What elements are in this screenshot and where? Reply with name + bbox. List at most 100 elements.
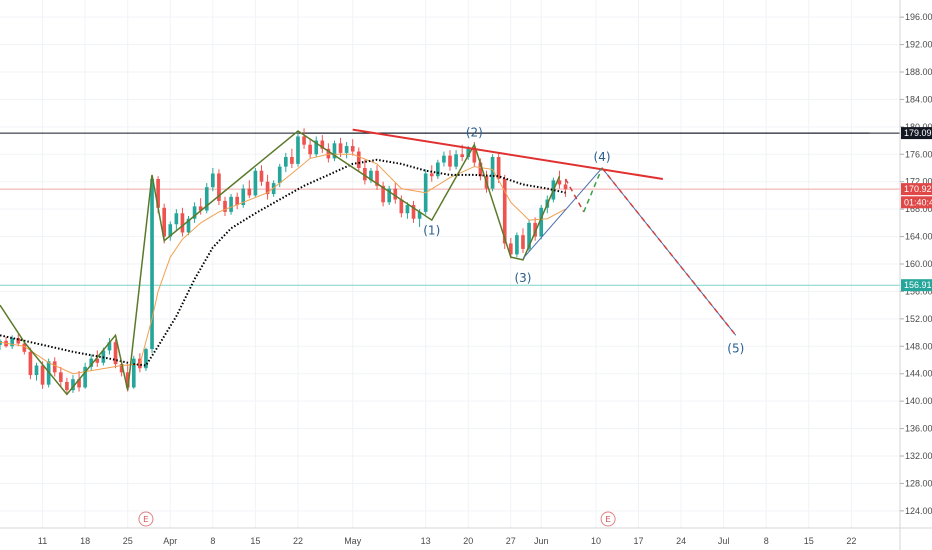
x-tick-label: Jul bbox=[718, 536, 730, 546]
y-tick-label: 188.00 bbox=[905, 67, 932, 77]
candle-body bbox=[71, 379, 75, 391]
x-tick-label: 15 bbox=[804, 536, 814, 546]
y-tick-label: 144.00 bbox=[905, 369, 932, 379]
candle-body bbox=[52, 361, 57, 373]
candle-body bbox=[290, 157, 294, 164]
candle-body bbox=[308, 144, 312, 155]
candle-body bbox=[563, 184, 568, 190]
candle-body bbox=[168, 224, 173, 237]
y-tick-label: 132.00 bbox=[905, 451, 932, 461]
wave-label: (3) bbox=[514, 271, 531, 285]
projection-dashed-segment bbox=[583, 167, 603, 213]
x-tick-label: May bbox=[344, 536, 362, 546]
candle-body bbox=[302, 136, 306, 145]
candle-body bbox=[350, 146, 355, 152]
candle-body bbox=[58, 372, 63, 382]
y-axis[interactable]: 124.00 128.00 132.00 136.00 140.00 144.00 148.… bbox=[900, 12, 932, 516]
candle-body bbox=[478, 162, 483, 177]
candle-body bbox=[381, 185, 385, 203]
candle-body bbox=[283, 157, 288, 167]
y-tick-label: 148.00 bbox=[905, 341, 932, 351]
candle-body bbox=[89, 358, 94, 367]
candle-body bbox=[34, 365, 39, 376]
candle-body bbox=[211, 173, 215, 188]
candle-body bbox=[186, 218, 191, 233]
candle-body bbox=[229, 196, 233, 212]
x-tick-label: 10 bbox=[591, 536, 601, 546]
candle-body bbox=[326, 148, 331, 159]
y-tick-label: 156.00 bbox=[905, 286, 932, 296]
candle-body bbox=[95, 358, 100, 363]
candle-body bbox=[277, 166, 282, 184]
candle-body bbox=[125, 372, 130, 388]
y-tick-label: 140.00 bbox=[905, 396, 932, 406]
y-tick-label: 128.00 bbox=[905, 478, 932, 488]
x-tick-label: 22 bbox=[293, 536, 303, 546]
candle-body bbox=[259, 170, 264, 182]
candle-body bbox=[454, 154, 458, 167]
x-axis[interactable]: 11 18 25 Apr 8 15 22 May 13 20 27 Jun 10 17 24 Jul 8 15 22 bbox=[38, 536, 856, 546]
candle-body bbox=[40, 365, 45, 385]
candle-body bbox=[204, 187, 209, 211]
x-tick-label: 27 bbox=[506, 536, 516, 546]
candle-body bbox=[527, 222, 531, 249]
candle-body bbox=[442, 155, 446, 163]
candle-body bbox=[83, 366, 87, 388]
earnings-marker-label: E bbox=[143, 515, 148, 524]
y-tick-label: 172.00 bbox=[905, 177, 932, 187]
x-tick-label: 13 bbox=[421, 536, 431, 546]
x-tick-label: 8 bbox=[210, 536, 215, 546]
candle-body bbox=[271, 183, 276, 195]
wave-label: (1) bbox=[423, 224, 440, 238]
earnings-marker bbox=[138, 511, 154, 527]
candle-body bbox=[217, 173, 221, 201]
price-badge-text: 156.91 bbox=[904, 280, 932, 290]
y-tick-label: 124.00 bbox=[905, 506, 932, 516]
moving-averages bbox=[0, 153, 566, 375]
y-tick-label: 192.00 bbox=[905, 40, 932, 50]
candle-body bbox=[265, 181, 270, 195]
candle-body bbox=[338, 143, 343, 153]
candle-body bbox=[180, 213, 185, 233]
price-badge-text: 179.09 bbox=[904, 128, 932, 138]
candle-body bbox=[150, 178, 154, 350]
candle-body bbox=[22, 343, 27, 352]
wave-label: (5) bbox=[727, 341, 744, 355]
candle-body bbox=[332, 143, 337, 159]
candle-body bbox=[411, 205, 416, 219]
y-tick-label: 160.00 bbox=[905, 259, 932, 269]
candle-body bbox=[65, 381, 69, 391]
candle-body bbox=[502, 178, 507, 244]
candle-body bbox=[369, 170, 373, 181]
candle-body bbox=[156, 178, 160, 208]
candle-body bbox=[417, 211, 422, 219]
candle-body bbox=[490, 157, 495, 189]
y-tick-label: 176.00 bbox=[905, 149, 932, 159]
x-tick-label: 17 bbox=[634, 536, 644, 546]
y-tick-label: 164.00 bbox=[905, 232, 932, 242]
x-tick-label: Jun bbox=[534, 536, 549, 546]
moving-average-fast bbox=[0, 153, 566, 375]
candle-body bbox=[253, 170, 258, 196]
candle-body bbox=[375, 170, 379, 186]
y-tick-label: 136.00 bbox=[905, 424, 932, 434]
price-badge bbox=[901, 183, 932, 196]
candle-body bbox=[144, 349, 148, 369]
price-badge bbox=[901, 196, 932, 209]
candle-body bbox=[296, 136, 300, 164]
candle-body bbox=[515, 235, 519, 255]
candle-body bbox=[460, 154, 464, 158]
candle-body bbox=[119, 364, 124, 373]
wave-label: (2) bbox=[466, 125, 483, 139]
y-tick-label: 196.00 bbox=[905, 12, 932, 22]
candle-body bbox=[198, 206, 203, 211]
candle-body bbox=[107, 342, 112, 351]
candle-body bbox=[533, 222, 537, 237]
candle-body bbox=[399, 199, 404, 214]
candle-body bbox=[131, 358, 136, 388]
candle-body bbox=[192, 206, 197, 219]
candle-body bbox=[223, 200, 227, 212]
